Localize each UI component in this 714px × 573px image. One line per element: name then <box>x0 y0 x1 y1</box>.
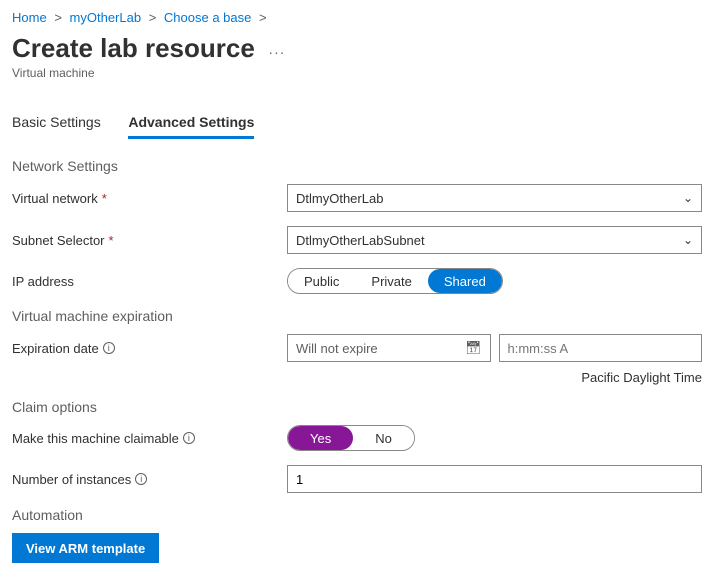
instances-input[interactable] <box>287 465 702 493</box>
label-ip-address: IP address <box>12 274 287 289</box>
tab-basic-settings[interactable]: Basic Settings <box>12 108 101 136</box>
section-network: Network Settings <box>12 158 702 174</box>
label-virtual-network: Virtual network* <box>12 191 287 206</box>
label-claimable: Make this machine claimable i <box>12 431 287 446</box>
label-subnet-selector: Subnet Selector* <box>12 233 287 248</box>
virtual-network-select[interactable]: DtlmyOtherLab ⌄ <box>287 184 702 212</box>
chevron-down-icon: ⌄ <box>683 191 693 205</box>
subnet-select[interactable]: DtlmyOtherLabSubnet ⌄ <box>287 226 702 254</box>
chevron-right-icon: > <box>54 10 62 25</box>
timezone-label: Pacific Daylight Time <box>12 370 702 385</box>
breadcrumb-choose-base[interactable]: Choose a base <box>164 10 251 25</box>
chevron-down-icon: ⌄ <box>683 233 693 247</box>
expiration-date-input[interactable]: Will not expire 📅︎ <box>287 334 491 362</box>
breadcrumb-lab[interactable]: myOtherLab <box>70 10 142 25</box>
claimable-no-option[interactable]: No <box>353 426 414 450</box>
ip-shared-option[interactable]: Shared <box>428 269 502 293</box>
page-subtitle: Virtual machine <box>12 66 702 80</box>
chevron-right-icon: > <box>259 10 267 25</box>
expiration-time-input[interactable] <box>499 334 703 362</box>
breadcrumb-home[interactable]: Home <box>12 10 47 25</box>
breadcrumb: Home > myOtherLab > Choose a base > <box>12 10 702 25</box>
section-automation: Automation <box>12 507 702 523</box>
claimable-toggle: Yes No <box>287 425 415 451</box>
ip-private-option[interactable]: Private <box>355 269 427 293</box>
view-arm-template-button[interactable]: View ARM template <box>12 533 159 563</box>
tab-advanced-settings[interactable]: Advanced Settings <box>128 108 254 139</box>
ip-public-option[interactable]: Public <box>288 269 355 293</box>
calendar-icon: 📅︎ <box>465 340 482 356</box>
info-icon[interactable]: i <box>183 432 195 444</box>
label-instances: Number of instances i <box>12 472 287 487</box>
info-icon[interactable]: i <box>103 342 115 354</box>
label-expiration-date: Expiration date i <box>12 341 287 356</box>
claimable-yes-option[interactable]: Yes <box>288 426 353 450</box>
more-icon[interactable]: ··· <box>268 44 285 60</box>
info-icon[interactable]: i <box>135 473 147 485</box>
page-title: Create lab resource <box>12 33 255 64</box>
section-claim-options: Claim options <box>12 399 702 415</box>
section-vm-expiration: Virtual machine expiration <box>12 308 702 324</box>
chevron-right-icon: > <box>149 10 157 25</box>
ip-address-toggle: Public Private Shared <box>287 268 503 294</box>
tabs: Basic Settings Advanced Settings <box>12 108 702 140</box>
